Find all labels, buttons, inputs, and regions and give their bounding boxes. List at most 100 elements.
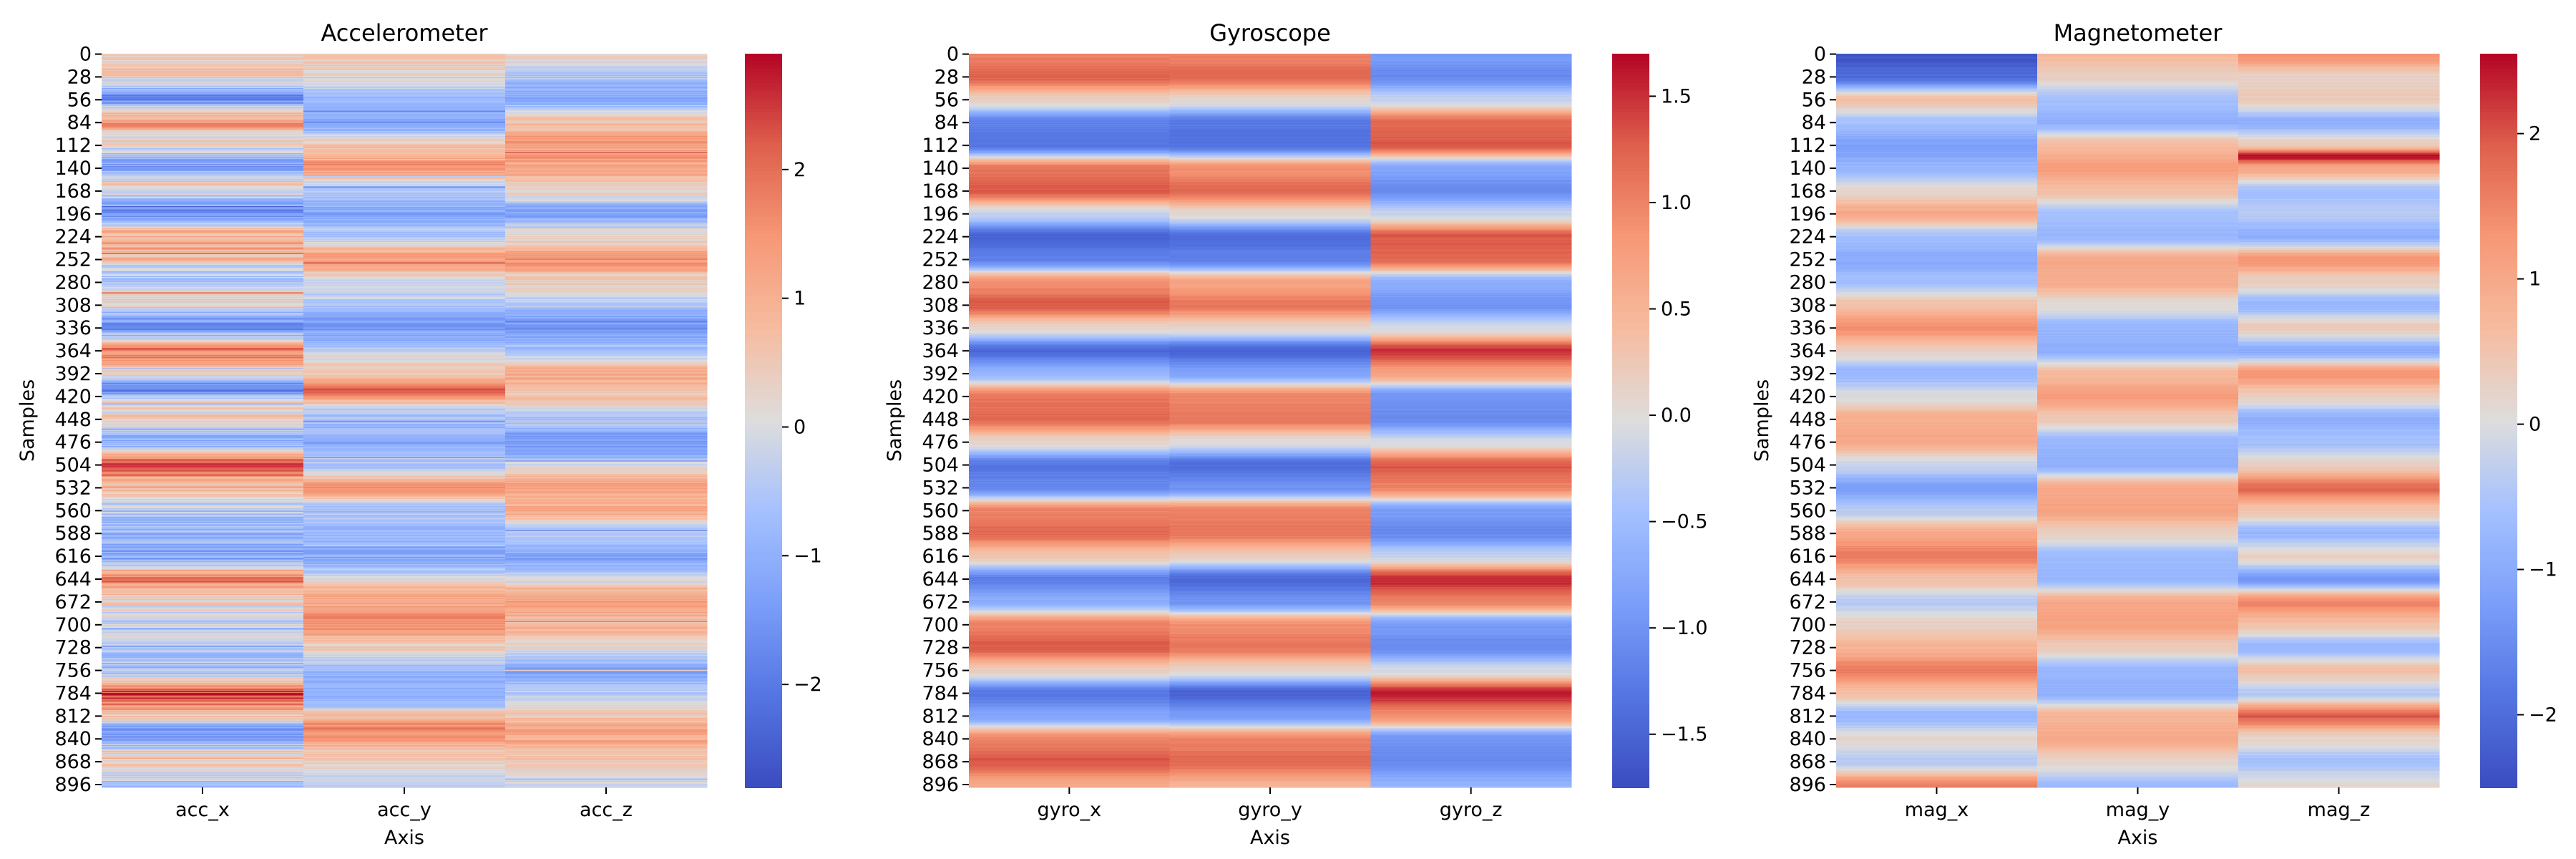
heatmap-cell — [1169, 480, 1371, 482]
heatmap-cell — [102, 488, 304, 490]
heatmap-cell — [303, 319, 506, 320]
heatmap-cell — [1370, 160, 1572, 162]
heatmap-cell — [969, 723, 1171, 724]
heatmap-cell — [102, 336, 304, 338]
heatmap-cell — [303, 588, 506, 590]
heatmap-cell — [969, 566, 1171, 567]
heatmap-cell — [102, 598, 304, 601]
heatmap-cell — [1169, 494, 1371, 495]
heatmap-cell — [303, 249, 506, 251]
heatmap-cell — [1169, 78, 1371, 79]
heatmap-cell — [1169, 699, 1371, 701]
heatmap-cell — [969, 631, 1171, 633]
heatmap-cell — [303, 461, 506, 463]
heatmap-cell — [303, 384, 506, 387]
heatmap-cell — [969, 589, 1171, 591]
heatmap-cell — [505, 374, 708, 376]
heatmap-cell — [969, 707, 1171, 709]
heatmap-cell — [1169, 111, 1371, 113]
heatmap-cell — [1370, 122, 1572, 124]
heatmap-cell — [303, 475, 506, 477]
heatmap-cell — [505, 685, 708, 687]
heatmap-cell — [1370, 189, 1572, 190]
heatmap-cell — [505, 387, 708, 389]
heatmap-cell — [1169, 406, 1371, 407]
heatmap-cell — [969, 402, 1171, 404]
heatmap-cell — [102, 689, 304, 691]
heatmap-cell — [303, 296, 506, 297]
heatmap-cell — [303, 483, 506, 485]
heatmap-cell — [1169, 520, 1371, 523]
heatmap-cell — [303, 73, 506, 75]
heatmap-cell — [1169, 62, 1371, 64]
heatmap-cell — [303, 469, 506, 471]
heatmap-cell — [1169, 490, 1371, 492]
colorbar-segment — [745, 398, 782, 403]
colorbar-segment — [745, 314, 782, 319]
heatmap-cell — [303, 434, 506, 436]
y-tick-label: 784 — [54, 682, 92, 704]
heatmap-cell — [505, 278, 708, 279]
heatmap-cell — [102, 154, 304, 155]
heatmap-cell — [505, 152, 708, 154]
heatmap-cell — [505, 706, 708, 707]
heatmap-cell — [505, 732, 708, 734]
heatmap-cell — [1370, 190, 1572, 193]
heatmap-cell — [969, 54, 1171, 55]
heatmap-cell — [102, 755, 304, 757]
heatmap-cell — [102, 312, 304, 314]
heatmap-cell — [505, 472, 708, 475]
heatmap-cell — [303, 83, 506, 84]
heatmap-cell — [303, 492, 506, 494]
heatmap-cell — [505, 455, 708, 457]
colorbar-segment — [745, 758, 782, 762]
heatmap-cell — [1169, 84, 1371, 85]
heatmap-cell — [303, 753, 506, 754]
heatmap-cell — [1370, 82, 1572, 84]
heatmap-cell — [1169, 666, 1371, 669]
heatmap-cell — [1169, 316, 1371, 319]
heatmap-cell — [1169, 199, 1371, 201]
heatmap-cell — [102, 182, 304, 184]
heatmap-cell — [1169, 657, 1371, 659]
heatmap-cell — [102, 149, 304, 150]
heatmap-cell — [102, 770, 304, 772]
heatmap-cell — [303, 524, 506, 525]
heatmap-cell — [102, 184, 304, 185]
heatmap-cell — [505, 186, 708, 188]
heatmap-cell — [303, 58, 506, 60]
heatmap-cell — [1169, 566, 1371, 567]
heatmap-cell — [1370, 166, 1572, 168]
heatmap-cell — [1370, 95, 1572, 97]
heatmap-cell — [102, 735, 304, 737]
heatmap-cell — [505, 286, 708, 288]
heatmap-cell — [969, 252, 1171, 254]
heatmap-cell — [969, 751, 1171, 753]
heatmap-cell — [969, 594, 1171, 596]
heatmap-cell — [969, 518, 1171, 519]
heatmap-cell — [1169, 745, 1371, 747]
heatmap-cell — [102, 743, 304, 745]
heatmap-cell — [102, 314, 304, 316]
colorbar-segment — [745, 75, 782, 80]
heatmap-cell — [102, 354, 304, 355]
heatmap-cell — [102, 782, 304, 783]
heatmap-cell — [969, 70, 1171, 72]
heatmap-cell — [1169, 543, 1371, 545]
heatmap-cell — [969, 507, 1171, 508]
heatmap-cell — [102, 273, 304, 276]
heatmap-cell — [303, 487, 506, 489]
heatmap-cell — [505, 246, 708, 248]
heatmap-cell — [969, 81, 1171, 83]
heatmap-cell — [303, 135, 506, 137]
heatmap-cell — [102, 619, 304, 621]
heatmap-cell — [102, 246, 304, 248]
heatmap-cell — [1169, 446, 1371, 448]
heatmap-cell — [505, 175, 708, 177]
heatmap-cell — [505, 305, 708, 307]
heatmap-cell — [505, 351, 708, 354]
heatmap-cell — [303, 624, 506, 626]
heatmap-cell — [303, 168, 506, 170]
heatmap-cell — [1169, 364, 1371, 366]
heatmap-cell — [303, 162, 506, 164]
